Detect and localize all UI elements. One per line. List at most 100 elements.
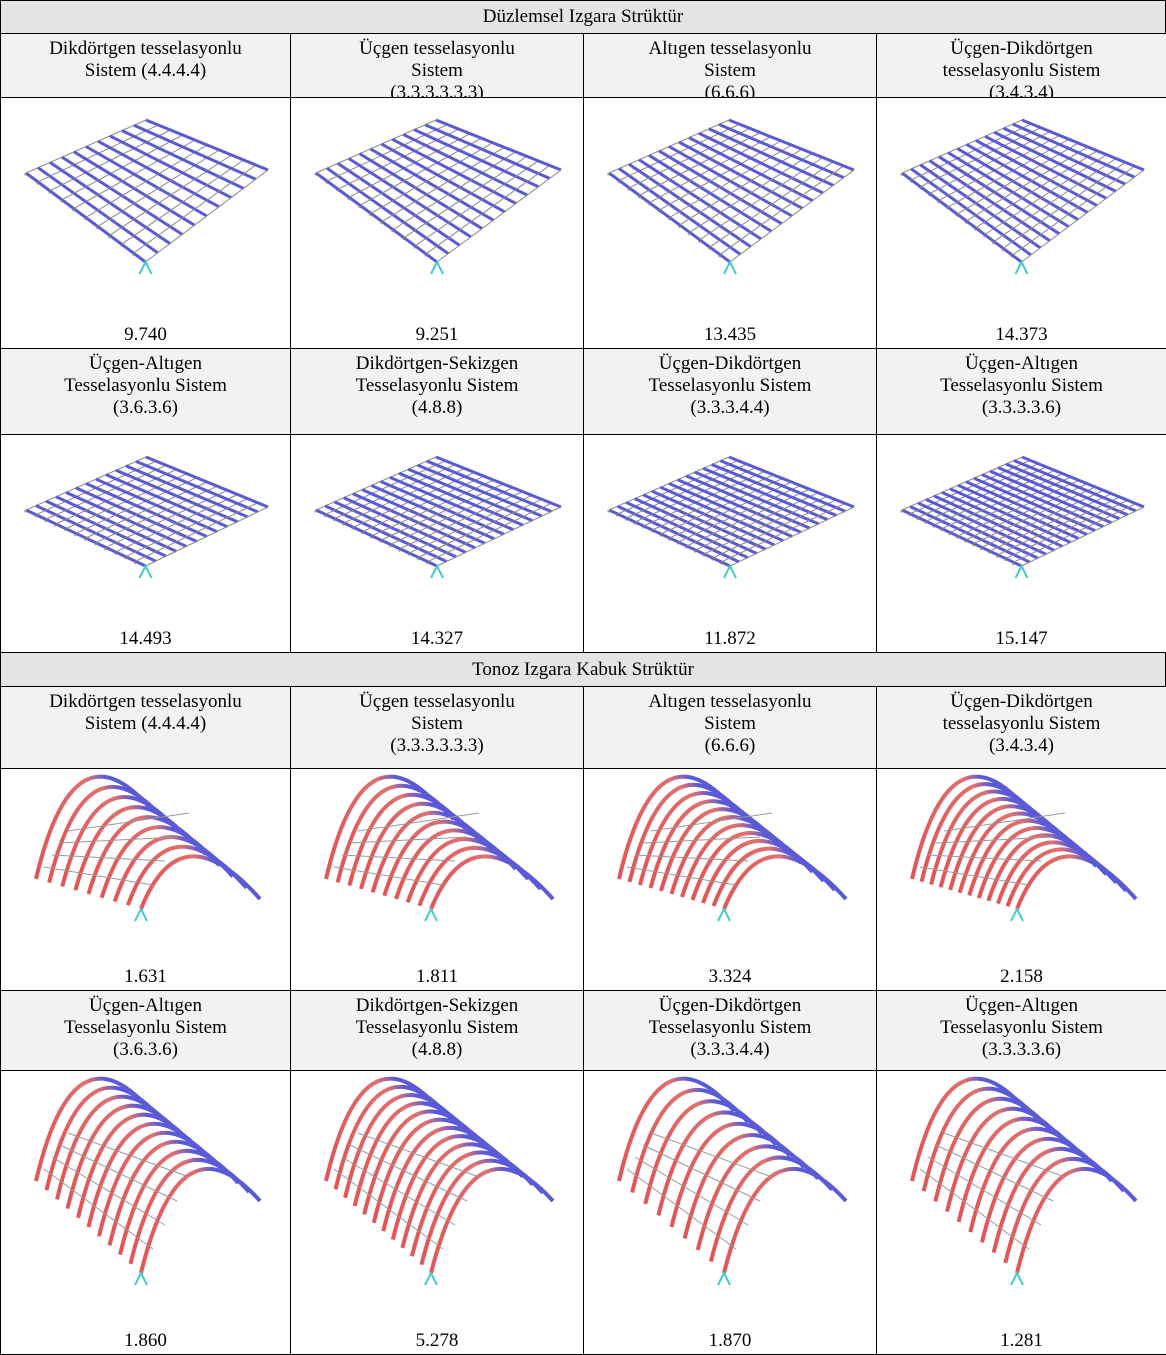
- svg-text:*: *: [314, 171, 319, 181]
- svg-text:*: *: [402, 236, 407, 246]
- svg-text:*: *: [103, 545, 108, 555]
- svg-text:*: *: [932, 523, 937, 533]
- svg-text:*: *: [323, 512, 328, 522]
- label-line: (3.3.3.3.6): [981, 1039, 1062, 1060]
- structure-cell: 1.281: [876, 1070, 1166, 1355]
- svg-text:*: *: [391, 228, 396, 238]
- label-line: Sistem: [411, 60, 463, 81]
- structure-cell: * * * * * * * * * * * * * * 14.373: [876, 97, 1166, 349]
- svg-text:*: *: [36, 180, 41, 190]
- label-line: (4.8.8): [411, 397, 463, 418]
- label-line: (6.6.6): [704, 735, 756, 756]
- system-label: Dikdörtgen-Sekizgen Tesselasyonlu Sistem(…: [290, 990, 584, 1071]
- svg-text:*: *: [351, 525, 356, 535]
- structure-image: * * * * * * * * * * * * * *: [877, 98, 1166, 322]
- label-line: Altıgen tesselasyonlu: [648, 691, 812, 712]
- svg-text:*: *: [718, 253, 723, 263]
- structure-cell: * * * * * * * * * * * * * * * 11.872: [583, 434, 877, 653]
- svg-text:*: *: [908, 512, 913, 522]
- svg-text:*: *: [435, 564, 440, 574]
- structure-cell: * * * * * * * * * * * * * 13.435: [583, 97, 877, 349]
- structure-image: [34, 1076, 262, 1286]
- system-label: Üçgen-Altıgen Tesselasyonlu Sistem (3.6.3.…: [0, 348, 291, 435]
- svg-text:*: *: [987, 549, 992, 559]
- svg-text:*: *: [143, 260, 148, 270]
- svg-text:*: *: [728, 564, 733, 574]
- svg-text:*: *: [1003, 557, 1008, 567]
- label-line: Tesselasyonlu Sistem: [940, 1017, 1103, 1038]
- label-line: (3.3.3.4.4): [690, 397, 770, 418]
- system-label: Üçgen tesselasyonlu Sistem (3.3.3.3.3.3): [290, 686, 584, 769]
- label-line: Dikdörtgen-Sekizgen: [355, 995, 519, 1016]
- label-line: Dikdörtgen tesselasyonlu: [49, 691, 242, 712]
- svg-text:*: *: [955, 212, 960, 222]
- svg-text:*: *: [627, 186, 632, 196]
- value: 5.278: [415, 1330, 459, 1351]
- svg-text:*: *: [1001, 246, 1006, 256]
- structure-image: [910, 774, 1138, 922]
- label-line: (3.4.3.4): [989, 735, 1054, 756]
- structure-cell: * * * * * * * * * * * * * * 14.327: [290, 434, 584, 653]
- structure-image: [324, 774, 555, 922]
- label-line: Üçgen-Altıgen: [89, 353, 202, 374]
- section-title: Düzlemsel Izgara Strüktür: [0, 0, 1166, 34]
- svg-text:*: *: [979, 545, 984, 555]
- section-title: Tonoz Izgara Kabuk Strüktür: [0, 652, 1166, 687]
- label-line: Tesselasyonlu Sistem: [648, 1017, 812, 1038]
- svg-text:*: *: [667, 216, 672, 226]
- svg-text:*: *: [698, 238, 703, 248]
- label-line: Üçgen-Dikdörtgen: [950, 691, 1093, 712]
- structure-cell: * * * * * * * * * * * * * * * * 15.147: [876, 434, 1166, 653]
- label-line: Tesselasyonlu Sistem: [355, 375, 519, 396]
- svg-text:*: *: [617, 178, 622, 188]
- label-line: Tesselasyonlu Sistem: [64, 1017, 227, 1038]
- svg-text:*: *: [728, 260, 733, 270]
- structure-image: * * * * * * * * * * * *: [291, 98, 583, 322]
- svg-text:*: *: [370, 534, 375, 544]
- svg-text:*: *: [380, 220, 385, 230]
- structure-cell: * * * * * * * * * * * * * 14.493: [0, 434, 291, 653]
- label-line: tesselasyonlu Sistem: [942, 713, 1101, 734]
- svg-text:*: *: [995, 553, 1000, 563]
- svg-text:*: *: [677, 223, 682, 233]
- svg-text:*: *: [74, 531, 79, 541]
- label-line: Sistem (4.4.4.4): [84, 713, 207, 734]
- svg-text:*: *: [123, 555, 128, 565]
- svg-text:*: *: [956, 534, 961, 544]
- system-label: Üçgen-Dikdörtgen tesselasyonlu Sistem (3.4…: [876, 33, 1166, 103]
- label-line: Sistem (4.4.4.4): [84, 60, 207, 81]
- structure-cell: * * * * * * * * * * * 9.740: [0, 97, 291, 349]
- svg-text:*: *: [360, 530, 365, 540]
- system-label: Üçgen-Altıgen Tesselasyonlu Sistem (3.3.3.…: [876, 990, 1166, 1071]
- svg-text:*: *: [659, 532, 664, 542]
- system-label: Dikdörtgen-Sekizgen Tesselasyonlu Sistem(…: [290, 348, 584, 435]
- svg-text:*: *: [964, 219, 969, 229]
- system-label: Üçgen-Dikdörtgen Tesselasyonlu Sistem (3.3…: [583, 990, 877, 1071]
- svg-text:*: *: [34, 513, 39, 523]
- svg-text:*: *: [909, 178, 914, 188]
- svg-text:*: *: [325, 179, 330, 189]
- svg-text:*: *: [924, 519, 929, 529]
- svg-text:*: *: [369, 211, 374, 221]
- system-label: Dikdörtgen tesselasyonlu Sistem (4.4.4.4): [0, 686, 291, 769]
- svg-text:*: *: [657, 208, 662, 218]
- label-line: Üçgen-Dikdörtgen: [658, 353, 802, 374]
- svg-text:*: *: [107, 233, 112, 243]
- svg-text:*: *: [133, 559, 138, 569]
- svg-text:*: *: [963, 538, 968, 548]
- label-line: Üçgen-Altıgen: [965, 353, 1078, 374]
- label-line: Sistem: [411, 713, 463, 734]
- value: 9.740: [124, 324, 167, 345]
- value: 2.158: [1000, 966, 1043, 987]
- label-line: Üçgen-Altıgen: [89, 995, 202, 1016]
- structure-cell: 1.860: [0, 1070, 291, 1355]
- system-label: Üçgen-Altıgen Tesselasyonlu Sistem (3.3.3.…: [876, 348, 1166, 435]
- svg-text:*: *: [84, 536, 89, 546]
- label-line: Sistem: [704, 60, 756, 81]
- svg-text:*: *: [685, 544, 690, 554]
- svg-text:*: *: [918, 185, 923, 195]
- svg-text:*: *: [119, 242, 124, 252]
- svg-text:*: *: [971, 542, 976, 552]
- svg-text:*: *: [900, 508, 905, 518]
- svg-text:*: *: [388, 542, 393, 552]
